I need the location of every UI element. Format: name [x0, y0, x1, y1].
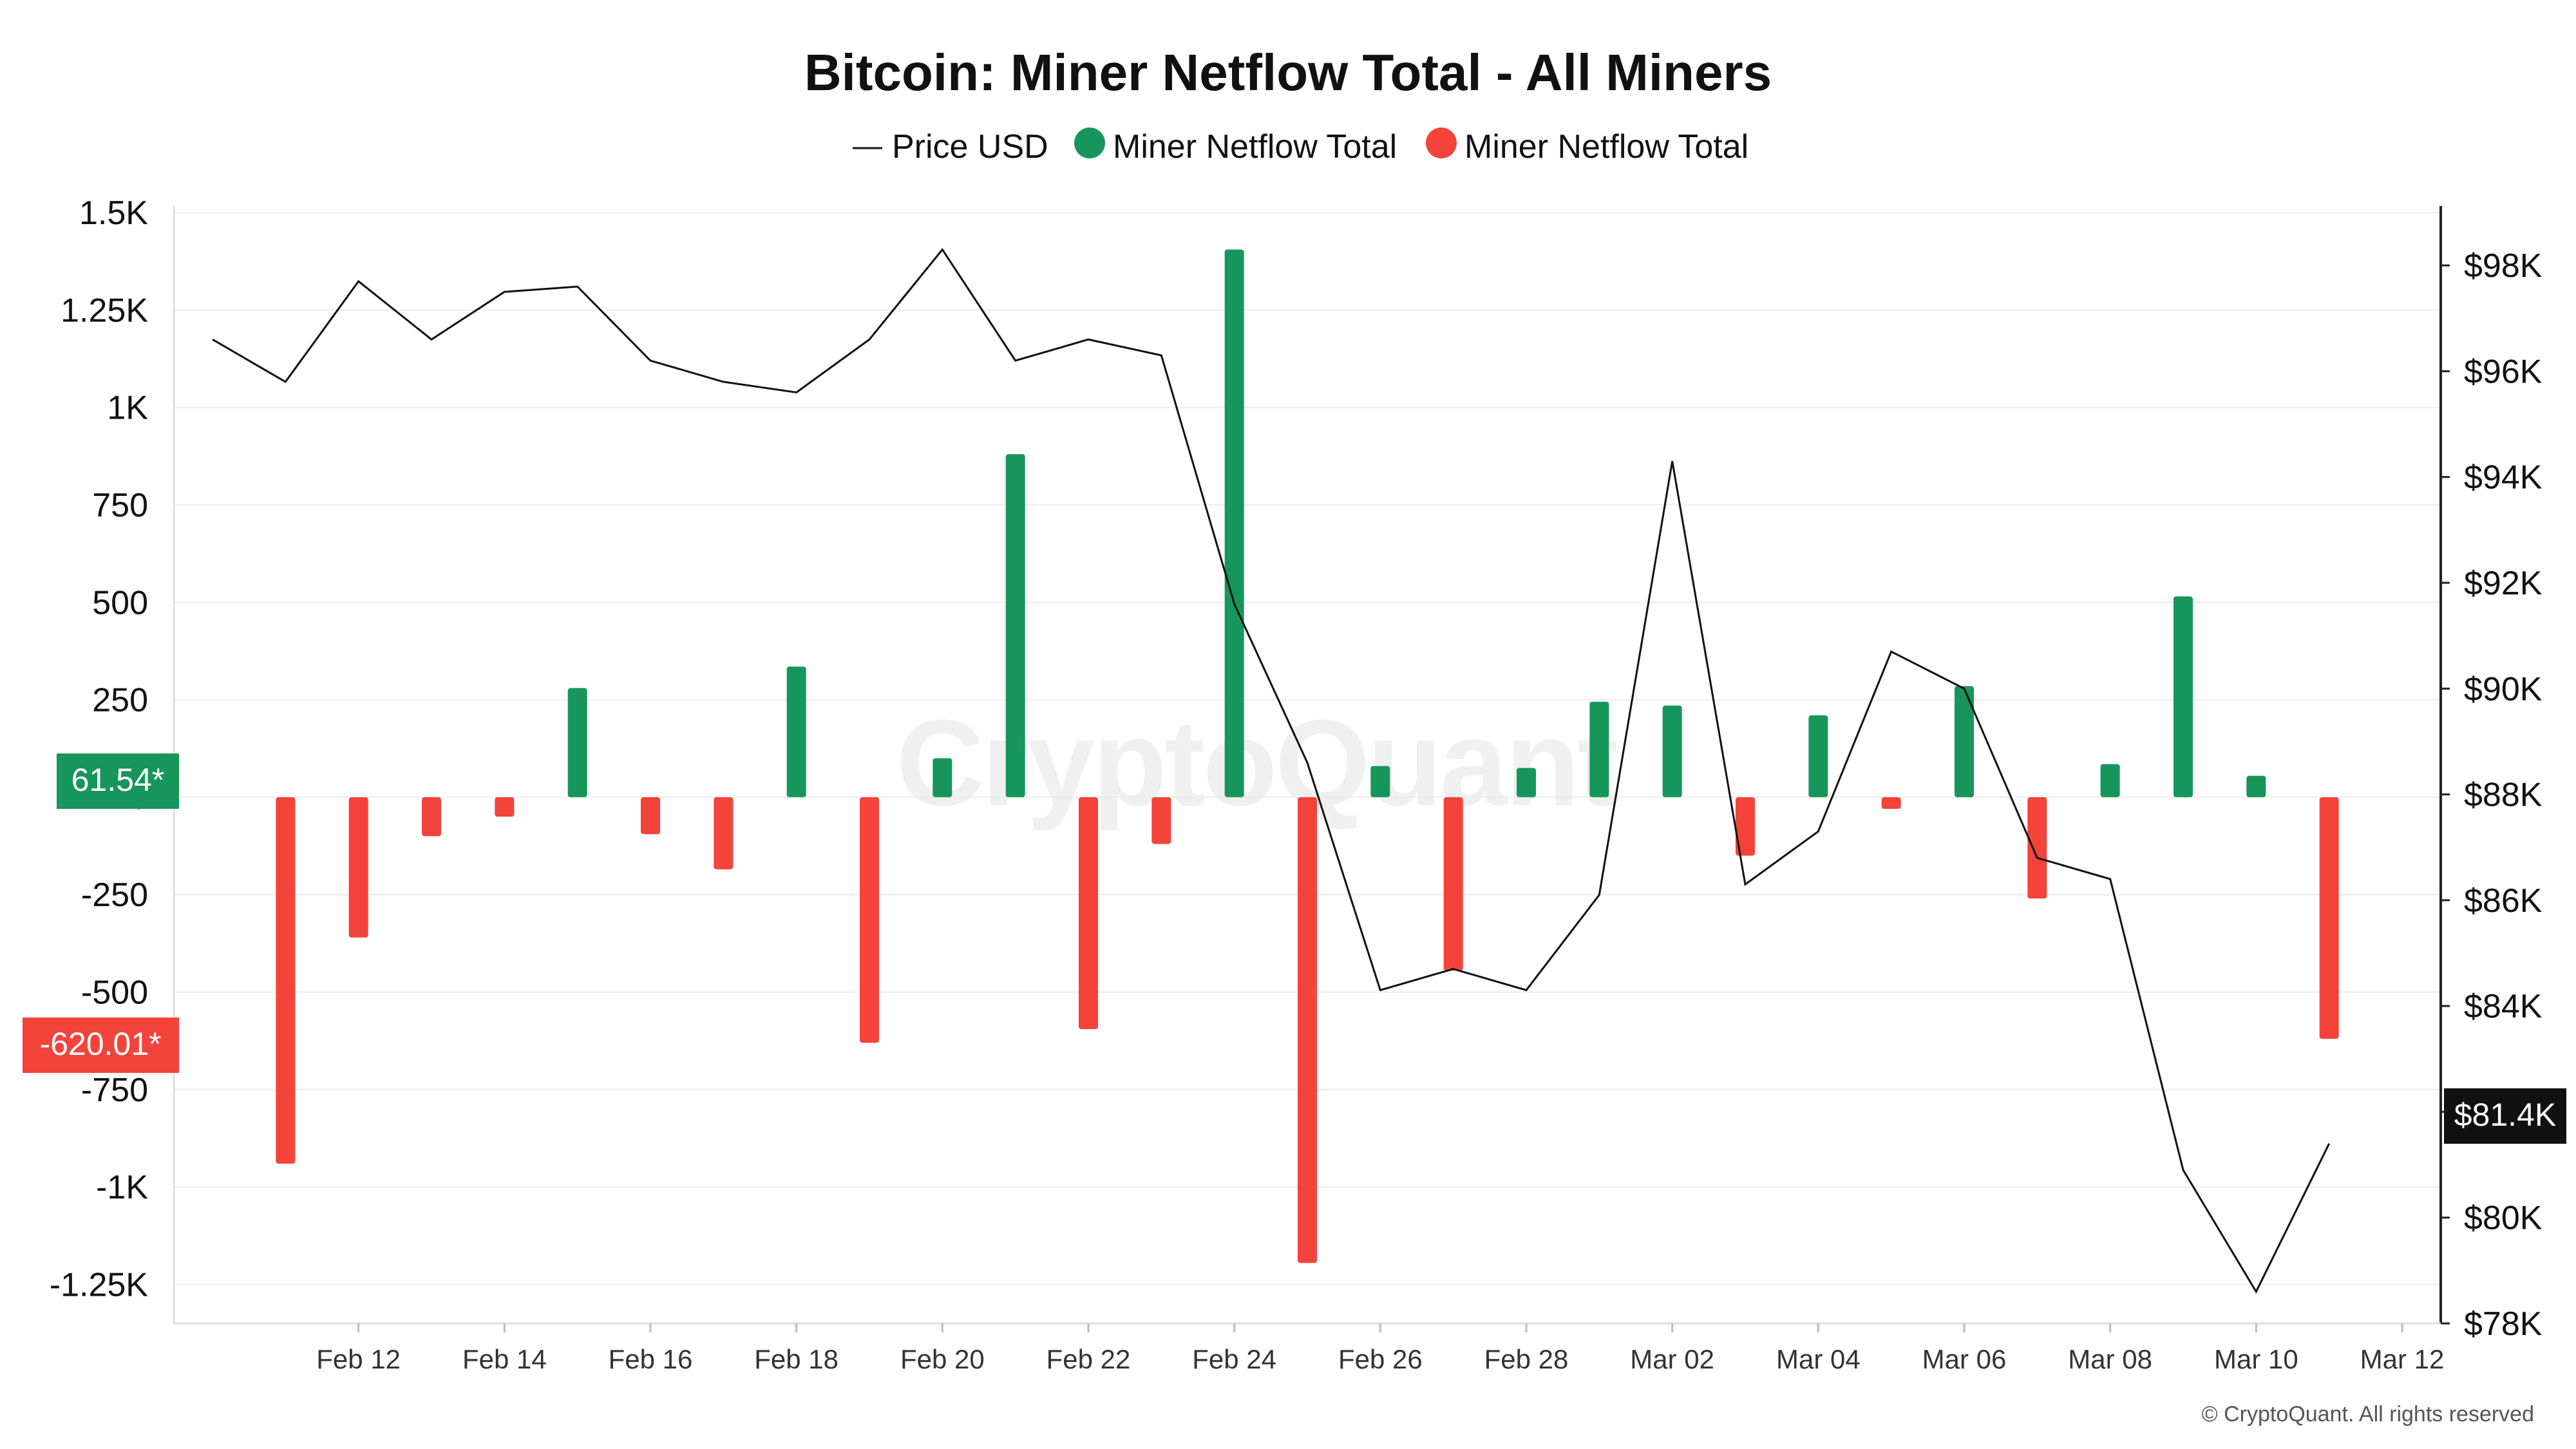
left-tick-label: -1K: [96, 1169, 148, 1206]
netflow-bar-positive[interactable]: [1517, 768, 1536, 797]
netflow-bar-negative[interactable]: [1443, 797, 1463, 971]
netflow-bars: [276, 249, 2339, 1264]
netflow-bar-positive[interactable]: [786, 667, 806, 797]
right-tick-label: $94K: [2464, 459, 2543, 497]
netflow-bar-positive[interactable]: [2246, 775, 2266, 797]
negative-value-badge: -620.01*: [23, 1018, 179, 1073]
right-tick-label: $90K: [2464, 670, 2543, 708]
netflow-bar-positive[interactable]: [1589, 701, 1609, 797]
netflow-bar-positive[interactable]: [2100, 764, 2120, 797]
x-tick-label: Mar 06: [1922, 1344, 2007, 1374]
x-tick-label: Feb 16: [609, 1344, 693, 1374]
chart-title: Bitcoin: Miner Netflow Total - All Miner…: [804, 44, 1772, 101]
legend-negative-dot-icon: [1426, 128, 1457, 158]
netflow-bar-negative[interactable]: [714, 797, 734, 869]
right-tick-label: $80K: [2464, 1200, 2543, 1237]
copyright-notice: © CryptoQuant. All rights reserved: [2202, 1402, 2534, 1426]
netflow-bar-negative[interactable]: [1079, 797, 1098, 1030]
x-tick-label: Feb 20: [900, 1344, 985, 1374]
right-tick-label: $78K: [2464, 1305, 2543, 1343]
x-tick-label: Feb 26: [1338, 1344, 1423, 1374]
netflow-bar-positive[interactable]: [1955, 686, 1974, 797]
right-tick-label: $96K: [2464, 353, 2543, 390]
left-tick-label: -1.25K: [50, 1266, 149, 1303]
left-tick-label: 1.5K: [79, 194, 148, 232]
x-tick-label: Mar 10: [2214, 1344, 2298, 1374]
x-tick-label: Mar 08: [2068, 1344, 2152, 1374]
netflow-bar-positive[interactable]: [1005, 454, 1025, 797]
netflow-bar-positive[interactable]: [933, 758, 952, 797]
x-tick-label: Mar 04: [1776, 1344, 1861, 1374]
left-tick-label: -500: [81, 974, 148, 1012]
right-tick-label: $86K: [2464, 882, 2543, 920]
right-tick-label: $92K: [2464, 565, 2543, 602]
price-line[interactable]: [212, 247, 2331, 1294]
x-tick-label: Feb 14: [462, 1344, 547, 1374]
right-tick-label: $98K: [2464, 247, 2543, 285]
netflow-bar-positive[interactable]: [2174, 596, 2193, 797]
legend: Price USD Miner Netflow Total Miner Netf…: [853, 128, 1748, 166]
gridlines: [174, 212, 2441, 1285]
legend-positive-dot-icon: [1074, 128, 1105, 158]
netflow-bar-negative[interactable]: [495, 797, 515, 817]
netflow-bar-positive[interactable]: [1224, 249, 1244, 797]
x-tick-label: Feb 12: [316, 1344, 401, 1374]
netflow-bar-positive[interactable]: [567, 688, 587, 797]
left-tick-label: 250: [92, 682, 148, 719]
watermark: CryptoQuant: [896, 695, 1616, 831]
left-tick-label: -750: [81, 1072, 148, 1109]
netflow-bar-positive[interactable]: [1370, 766, 1390, 797]
left-axis: 1.5K1.25K1K7505002500-250-500-750-1K-1.2…: [50, 194, 175, 1323]
right-tick-label: $88K: [2464, 777, 2543, 814]
netflow-bar-negative[interactable]: [1298, 797, 1317, 1264]
negative-value-label: -620.01*: [39, 1026, 161, 1062]
x-axis: Feb 12 Feb 14 Feb 16 Feb 18 Feb 20 Feb 22 Feb …: [174, 1322, 2445, 1374]
netflow-bar-negative[interactable]: [2027, 797, 2047, 899]
x-tick-label: Feb 22: [1046, 1344, 1131, 1374]
netflow-bar-positive[interactable]: [1662, 705, 1682, 797]
x-tick-label: Feb 28: [1484, 1344, 1569, 1374]
legend-price-label[interactable]: Price USD: [892, 128, 1048, 166]
netflow-bar-negative[interactable]: [1881, 797, 1901, 810]
price-value-badge: $81.4K: [2444, 1088, 2566, 1144]
netflow-bar-negative[interactable]: [422, 797, 441, 837]
netflow-bar-negative[interactable]: [2319, 797, 2339, 1039]
netflow-bar-positive[interactable]: [1808, 715, 1828, 797]
x-tick-label: Mar 12: [2360, 1344, 2445, 1374]
netflow-bar-negative[interactable]: [641, 797, 660, 835]
netflow-bar-negative[interactable]: [348, 797, 368, 938]
left-tick-label: 1K: [107, 390, 148, 427]
x-tick-label: Feb 24: [1192, 1344, 1276, 1374]
right-tick-label: $84K: [2464, 988, 2543, 1025]
legend-positive-label[interactable]: Miner Netflow Total: [1113, 128, 1397, 166]
positive-value-badge: 61.54*: [57, 753, 179, 809]
left-tick-label: -250: [81, 876, 148, 914]
netflow-bar-negative[interactable]: [1736, 797, 1755, 856]
x-tick-label: Feb 18: [754, 1344, 838, 1374]
price-value-label: $81.4K: [2454, 1097, 2556, 1133]
legend-negative-label[interactable]: Miner Netflow Total: [1464, 128, 1748, 166]
netflow-bar-negative[interactable]: [860, 797, 879, 1043]
netflow-bar-negative[interactable]: [1151, 797, 1171, 844]
right-axis: $98K$96K$94K$92K$90K$88K$86K$84K$82K$80K…: [2439, 206, 2543, 1343]
left-tick-label: 750: [92, 487, 148, 524]
left-tick-label: 500: [92, 584, 148, 621]
netflow-bar-negative[interactable]: [276, 797, 296, 1164]
price-series: [212, 247, 2331, 1294]
x-tick-label: Mar 02: [1630, 1344, 1714, 1374]
left-tick-label: 1.25K: [61, 292, 148, 329]
positive-value-label: 61.54*: [71, 762, 165, 798]
